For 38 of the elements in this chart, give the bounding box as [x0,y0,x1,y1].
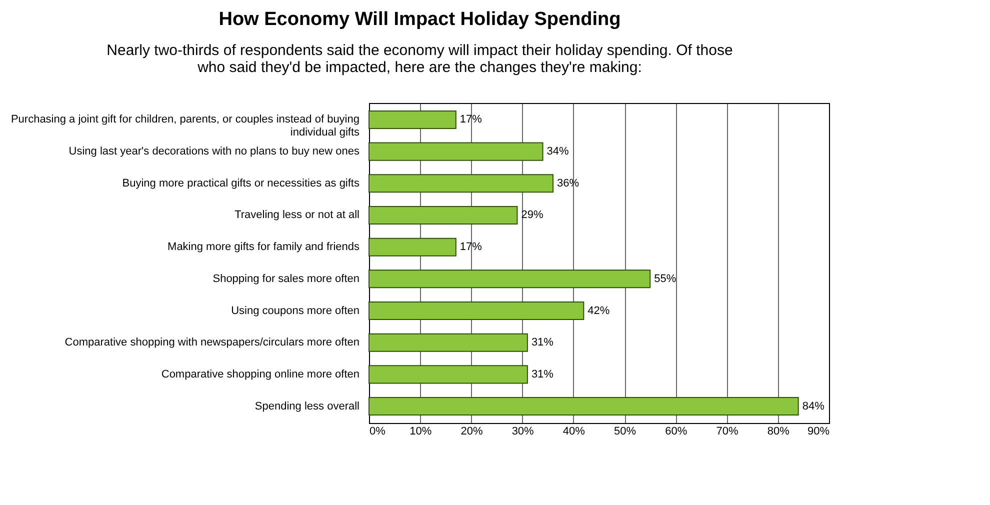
bar [368,333,528,352]
y-tick-label: Purchasing a joint gift for children, parents, or couples instead of buying individual gifts [10,114,360,139]
y-tick-label: Shopping for sales more often [212,272,360,285]
x-tick-label: 90% [807,426,830,438]
y-tick-label: Comparative shopping with newspapers/circulars more often [64,336,360,349]
data-label: 84% [802,400,825,412]
bar [368,302,584,320]
bar [368,238,456,256]
data-label: 31% [531,336,554,349]
x-tick-label: 60% [665,426,688,438]
x-tick-label: 70% [716,426,738,438]
data-label: 31% [531,368,554,380]
y-tick-label: Comparative shopping online more often [161,368,360,380]
y-tick-label: Using coupons more often [231,304,360,317]
y-tick-label: Using last year's decorations with no plans to buy new ones [68,146,360,158]
x-tick-label: 10% [410,426,432,438]
y-tick-label: Spending less overall [254,400,360,412]
x-tick-label: 20% [460,426,483,438]
x-tick-label: 0% [370,426,386,438]
bar [368,206,518,224]
data-label: 42% [588,304,610,317]
data-label: 34% [546,146,570,158]
x-tick-label: 40% [562,426,586,438]
x-tick-label: 30% [512,426,534,438]
bar [368,365,528,384]
chart-title: How Economy Will Impact Holiday Spending [218,9,621,30]
y-tick-label: Traveling less or not at all [234,209,360,222]
bar [368,270,651,288]
y-tick-label: Buying more practical gifts or necessities as gifts [122,177,360,190]
x-tick-label: 50% [614,426,636,438]
y-tick-label: Making more gifts for family and friends [168,241,360,254]
x-tick-label: 80% [767,426,790,438]
bar [368,142,544,161]
chart-subtitle: Nearly two-thirds of respondents said the economy will impact their holiday spending. Of those who said they'd be impacted, here are the changes they're making: [106,42,733,76]
data-label: 55% [654,272,676,285]
bar [368,174,554,193]
bar [368,110,456,129]
bar [368,397,799,416]
